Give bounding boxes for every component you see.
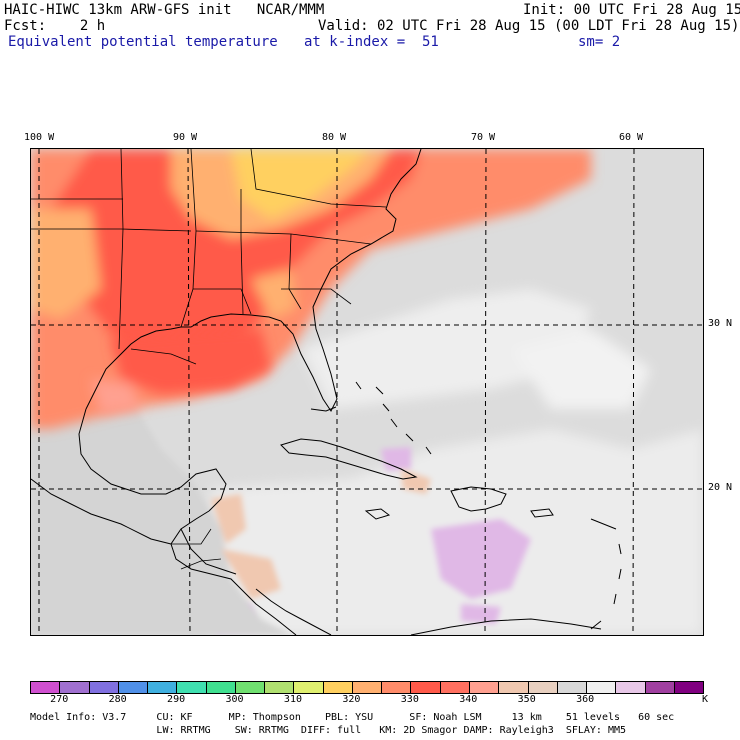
colorbar-tick-label: 350: [517, 694, 536, 705]
colorbar-segment: [352, 682, 383, 693]
theta-e-map: [30, 148, 704, 636]
colorbar-segment: [235, 682, 266, 693]
colorbar-segment: [499, 682, 529, 693]
colorbar-segment: [31, 682, 61, 693]
colorbar-segment: [148, 682, 178, 693]
level-index: at k-index = 51: [304, 34, 439, 50]
colorbar-segment: [411, 682, 441, 693]
colorbar-segment: [440, 682, 470, 693]
colorbar-tick-label: 320: [342, 694, 361, 705]
lon-label-60w: 60 W: [619, 132, 644, 143]
lat-label-30n: 30 N: [708, 318, 733, 329]
model-info-line1: Model Info: V3.7 CU: KF MP: Thompson PBL…: [30, 712, 675, 723]
colorbar-segment: [323, 682, 353, 693]
lat-lon-grid: [31, 149, 703, 635]
coastlines: [31, 149, 622, 635]
smoothing-label: sm= 2: [578, 34, 621, 50]
colorbar-segment: [557, 682, 588, 693]
colorbar-tick-label: 300: [225, 694, 244, 705]
lon-label-100w: 100 W: [24, 132, 55, 143]
colorbar: [30, 681, 704, 694]
field-beige-patches: [31, 349, 431, 635]
colorbar-segment: [177, 682, 207, 693]
valid-time: Valid: 02 UTC Fri 28 Aug 15 (00 LDT Fri …: [318, 18, 740, 34]
colorbar-segment: [674, 682, 704, 693]
colorbar-segment: [265, 682, 295, 693]
colorbar-segment: [118, 682, 149, 693]
init-time: Init: 00 UTC Fri 28 Aug 15: [523, 2, 740, 18]
map-canvas: [31, 149, 703, 635]
colorbar-segment: [294, 682, 324, 693]
colorbar-tick-label: 290: [167, 694, 186, 705]
lat-label-20n: 20 N: [708, 482, 733, 493]
field-gulf-tongue: [91, 329, 271, 414]
colorbar-segment: [645, 682, 675, 693]
colorbar-tick-label: K: [702, 694, 709, 705]
forecast-hour: Fcst: 2 h: [4, 18, 106, 34]
colorbar-segment: [469, 682, 500, 693]
colorbar-segment: [206, 682, 236, 693]
colorbar-tick-label: 270: [50, 694, 69, 705]
colorbar-segment: [587, 682, 617, 693]
colorbar-segment: [60, 682, 90, 693]
colorbar-segment: [528, 682, 558, 693]
model-title: HAIC-HIWC 13km ARW-GFS init NCAR/MMM: [4, 2, 325, 18]
colorbar-tick-label: 360: [576, 694, 595, 705]
colorbar-tick-label: 340: [459, 694, 478, 705]
colorbar-segment: [616, 682, 646, 693]
model-info-line2: LW: RRTMG SW: RRTMG DIFF: full KM: 2D Sm…: [30, 725, 627, 736]
state-borders: [31, 149, 387, 570]
colorbar-segment: [89, 682, 119, 693]
colorbar-tick-label: 310: [283, 694, 302, 705]
colorbar-labels: 270 280 290 300 310 320 330 340 350 360 K: [30, 694, 730, 708]
lon-label-90w: 90 W: [173, 132, 198, 143]
colorbar-segment: [382, 682, 412, 693]
colorbar-tick-label: 330: [400, 694, 419, 705]
lon-label-80w: 80 W: [322, 132, 347, 143]
field-name: Equivalent potential temperature: [8, 34, 278, 50]
colorbar-tick-label: 280: [108, 694, 127, 705]
lon-label-70w: 70 W: [471, 132, 496, 143]
